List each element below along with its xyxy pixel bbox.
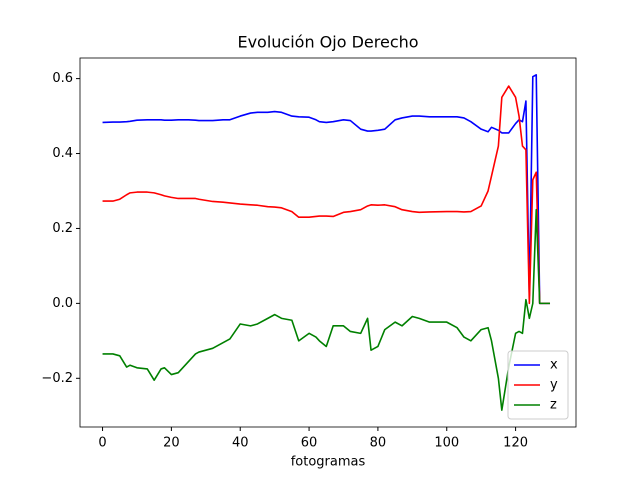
legend-label: y [550,378,558,393]
x-tick-label: 120 [503,436,528,451]
y-tick-label: −0.2 [41,371,73,386]
x-tick-label: 0 [98,436,106,451]
y-tick-label: 0.6 [52,71,73,86]
data-line [102,208,551,411]
plot-frame [79,57,577,428]
x-tick-label: 60 [301,436,318,451]
y-tick-label: 0.4 [52,146,73,161]
chart-title: Evolución Ojo Derecho [237,33,418,52]
x-tick-label: 80 [370,436,387,451]
x-tick-label: 100 [434,436,459,451]
y-tick-label: 0.0 [52,296,73,311]
x-tick-label: 20 [163,436,180,451]
legend-label: z [550,398,557,413]
x-axis-label: fotogramas [291,455,366,470]
data-line [102,85,551,305]
x-tick-label: 40 [232,436,249,451]
data-line [102,74,551,305]
legend-label: x [550,358,558,373]
y-tick-label: 0.2 [52,221,73,236]
